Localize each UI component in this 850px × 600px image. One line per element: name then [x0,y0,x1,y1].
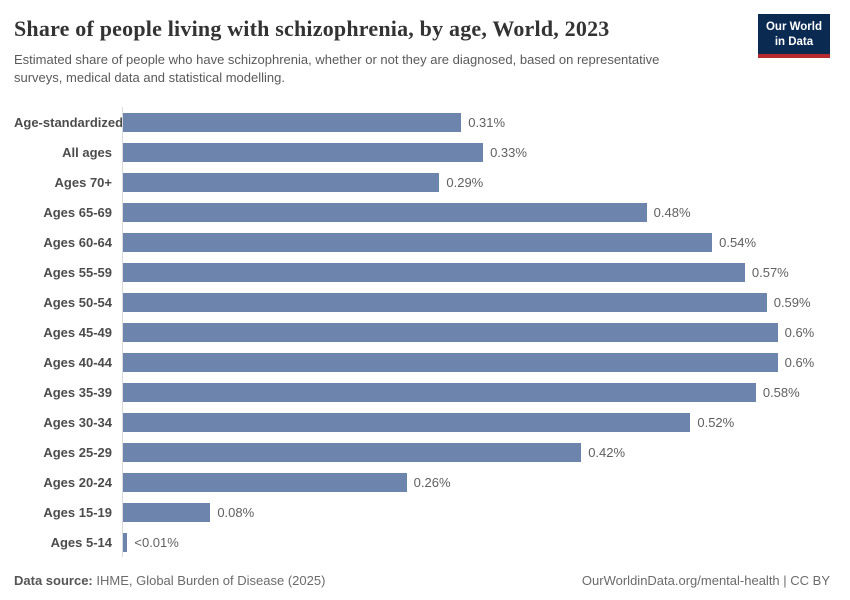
bar-track: 0.08% [122,497,830,528]
bar[interactable] [123,142,484,162]
bar-track: 0.31% [122,107,830,138]
owid-logo-line2: in Data [774,35,814,48]
value-label: 0.08% [217,504,255,520]
value-label: 0.52% [697,414,735,430]
owid-logo-line1: Our World [765,21,822,33]
value-label: 0.26% [413,474,451,490]
bar-track: 0.58% [122,377,830,408]
category-label: Ages 25-29 [43,444,112,460]
owid-logo[interactable]: Our World in Data [757,14,830,58]
chart-footer: Data source: IHME, Global Burden of Dise… [14,573,830,588]
data-source: Data source: IHME, Global Burden of Dise… [14,573,325,588]
category-label: All ages [62,144,112,160]
bar-track: 0.57% [122,257,830,288]
data-source-label: Data source: [14,573,93,588]
category-label: Age-standardized [14,114,124,130]
bar-row: Ages 70+ 0.29% [14,167,830,198]
bar[interactable] [123,472,407,492]
bar-row: Ages 20-24 0.26% [14,467,830,498]
bar-track: 0.48% [122,197,830,228]
bar[interactable] [123,352,778,372]
bar-row: All ages 0.33% [14,137,830,168]
value-label: <0.01% [134,534,179,550]
bar-track: 0.59% [122,287,830,318]
bar[interactable] [123,502,211,522]
category-label: Ages 65-69 [43,204,112,220]
bar-track: 0.6% [122,317,830,348]
value-label: 0.58% [762,384,800,400]
value-label: 0.29% [446,174,484,190]
bar[interactable] [123,442,582,462]
bar-row: Ages 25-29 0.42% [14,437,830,468]
bar-row: Ages 35-39 0.58% [14,377,830,408]
bar-track: <0.01% [122,527,830,558]
bar-row: Ages 55-59 0.57% [14,257,830,288]
bar[interactable] [123,202,647,222]
bar-row: Age-standardized 0.31% [14,107,830,138]
credit-link[interactable]: OurWorldinData.org/mental-health | CC BY [581,573,830,588]
bar-track: 0.52% [122,407,830,438]
bar[interactable] [123,112,462,132]
category-label: Ages 55-59 [43,264,112,280]
bar[interactable] [123,232,713,252]
value-label: 0.54% [719,234,757,250]
value-label: 0.59% [773,294,811,310]
bar-row: Ages 60-64 0.54% [14,227,830,258]
bar-row: Ages 45-49 0.6% [14,317,830,348]
bar[interactable] [123,262,745,282]
bar-track: 0.29% [122,167,830,198]
category-label: Ages 30-34 [43,414,112,430]
bar-row: Ages 65-69 0.48% [14,197,830,228]
value-label: 0.57% [751,264,789,280]
bar[interactable] [123,292,767,312]
category-label: Ages 45-49 [43,324,112,340]
value-label: 0.6% [784,324,815,340]
category-label: Ages 5-14 [50,534,112,550]
value-label: 0.31% [468,114,506,130]
bar[interactable] [123,532,128,552]
category-label: Ages 35-39 [43,384,112,400]
category-label: Ages 15-19 [43,504,112,520]
bar[interactable] [123,172,440,192]
category-label: Ages 40-44 [43,354,112,370]
category-label: Ages 50-54 [43,294,112,310]
bar[interactable] [123,322,778,342]
chart-title: Share of people living with schizophreni… [14,16,610,41]
bar-track: 0.33% [122,137,830,168]
chart-subtitle: Estimated share of people who have schiz… [14,52,660,86]
title-block: Share of people living with schizophreni… [14,12,704,87]
category-label: Ages 20-24 [43,474,112,490]
bar[interactable] [123,382,756,402]
bar-track: 0.26% [122,467,830,498]
bar-track: 0.54% [122,227,830,258]
value-label: 0.48% [653,204,691,220]
bar-track: 0.6% [122,347,830,378]
bar-row: Ages 15-19 0.08% [14,497,830,528]
value-label: 0.6% [784,354,815,370]
bar-row: Ages 5-14 <0.01% [14,527,830,558]
bar-row: Ages 40-44 0.6% [14,347,830,378]
bar-chart: Age-standardized 0.31% All ages 0.33% Ages 7… [14,107,830,558]
value-label: 0.42% [588,444,626,460]
bar-row: Ages 30-34 0.52% [14,407,830,438]
bar-track: 0.42% [122,437,830,468]
category-label: Ages 60-64 [43,234,112,250]
chart-header: Share of people living with schizophreni… [14,12,830,87]
bar-row: Ages 50-54 0.59% [14,287,830,318]
bar[interactable] [123,412,691,432]
category-label: Ages 70+ [54,174,112,190]
data-source-value: IHME, Global Burden of Disease (2025) [92,573,326,588]
value-label: 0.33% [490,144,527,160]
